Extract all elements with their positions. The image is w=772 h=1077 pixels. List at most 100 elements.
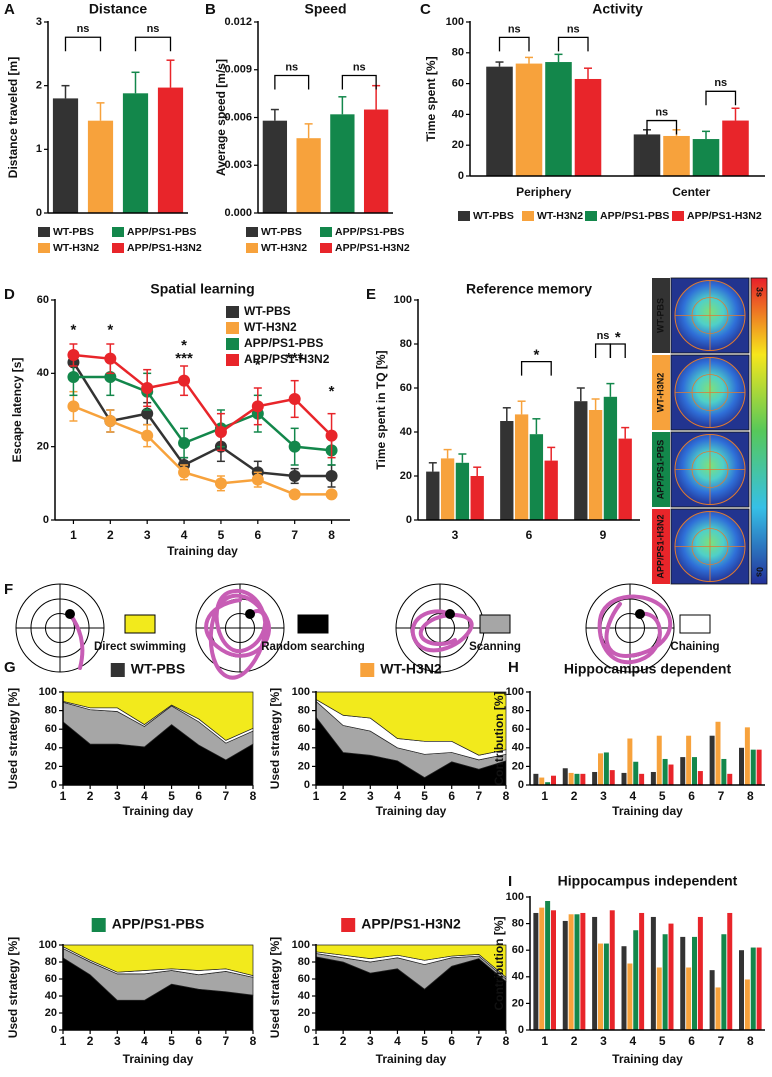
bar <box>633 134 661 176</box>
y-axis-label: Used strategy [%] <box>268 688 282 789</box>
x-tick-label: 3 <box>114 789 121 803</box>
x-tick-label: 2 <box>107 528 114 542</box>
legend-swatch <box>112 227 124 237</box>
bar <box>662 934 668 1030</box>
swim-path <box>204 588 271 680</box>
y-tick-label: 20 <box>400 470 412 482</box>
y-tick-label: 2 <box>36 80 42 92</box>
bar <box>697 916 703 1030</box>
legend-swatch <box>226 354 239 366</box>
point <box>251 473 264 486</box>
legend-label: WT-H3N2 <box>261 242 307 254</box>
x-tick-label: 1 <box>541 1034 548 1048</box>
bar <box>574 401 588 520</box>
heatmap-scale-min: 0s <box>755 567 765 577</box>
point <box>141 382 154 394</box>
x-tick-label: 5 <box>218 528 225 542</box>
bar <box>709 735 715 785</box>
bar <box>756 947 762 1030</box>
annotation: * <box>181 337 187 354</box>
y-tick-label: 100 <box>292 686 310 698</box>
bar <box>529 434 544 520</box>
heatmap-label: APP/PS1-H3N2 <box>655 514 665 578</box>
strategy-label: Direct swimming <box>94 641 186 653</box>
bar <box>533 912 539 1030</box>
legend-swatch <box>246 227 258 237</box>
y-tick-label: 20 <box>452 139 464 151</box>
point <box>141 429 154 442</box>
bar <box>545 782 551 785</box>
x-tick-label: 3 <box>367 1034 374 1048</box>
legend-label: APP/PS1-PBS <box>244 336 323 350</box>
bar <box>330 114 355 213</box>
heatmap-label-bg <box>652 509 670 584</box>
chart-title: Hippocampus independent <box>558 873 738 889</box>
series-line <box>72 361 332 478</box>
heatmap-label-bg <box>652 278 670 353</box>
x-tick-label: 3 <box>114 1034 121 1048</box>
x-tick-label: 5 <box>659 1034 666 1048</box>
x-tick-label: 7 <box>223 789 230 803</box>
y-tick-label: 40 <box>452 108 464 120</box>
bar <box>618 438 632 520</box>
bar <box>592 771 598 785</box>
x-tick-label: 9 <box>600 528 607 542</box>
annotation: * <box>615 329 621 346</box>
strategy-swatch <box>479 614 511 634</box>
y-tick-label: 100 <box>446 16 464 28</box>
bar <box>603 943 609 1030</box>
y-tick-label: 20 <box>298 760 310 772</box>
x-tick-label: 4 <box>141 1034 148 1048</box>
x-tick-label: 6 <box>688 1034 695 1048</box>
bar <box>627 963 633 1030</box>
heatmap-label-bg <box>652 432 670 507</box>
x-tick-label: 1 <box>541 789 548 803</box>
y-tick-label: 0 <box>304 779 310 791</box>
x-tick-label: 7 <box>718 1034 725 1048</box>
title-swatch <box>110 663 125 677</box>
strategy-swatch <box>124 614 156 634</box>
x-tick-label: 6 <box>688 789 695 803</box>
y-tick-label: 20 <box>37 441 49 453</box>
y-tick-label: 80 <box>45 956 57 968</box>
bar <box>87 120 114 213</box>
bar <box>662 758 668 785</box>
y-tick-label: 0 <box>304 1024 310 1036</box>
legend-swatch <box>320 243 332 253</box>
x-tick-label: Center <box>672 185 710 199</box>
y-tick-label: 0.012 <box>224 16 252 28</box>
bar <box>533 773 539 785</box>
point <box>178 374 191 387</box>
bar <box>697 771 703 785</box>
annotation: ns <box>714 77 727 89</box>
y-axis-label: Used strategy [%] <box>6 688 20 789</box>
x-tick-label: 8 <box>747 1034 754 1048</box>
panel-label: D <box>4 286 15 303</box>
point <box>104 415 117 427</box>
legend-label: WT-H3N2 <box>244 320 297 334</box>
chart-title: APP/PS1-PBS <box>112 916 205 932</box>
chart-title: Activity <box>592 1 643 17</box>
legend-swatch <box>585 211 597 221</box>
x-tick-label: 2 <box>340 1034 347 1048</box>
series-line <box>73 375 332 452</box>
bar <box>592 916 598 1030</box>
x-axis-label: Training day <box>123 1052 194 1066</box>
y-tick-label: 0 <box>51 779 57 791</box>
y-tick-label: 0 <box>518 1024 524 1036</box>
x-tick-label: 4 <box>394 1034 401 1048</box>
bracket <box>705 90 737 106</box>
legend-label: APP/PS1-H3N2 <box>127 242 202 254</box>
platform <box>65 609 75 619</box>
y-tick-label: 60 <box>45 973 57 985</box>
bar <box>627 738 633 785</box>
bar <box>539 777 545 785</box>
bar <box>551 910 556 1030</box>
chart-title: APP/PS1-H3N2 <box>361 916 461 932</box>
x-axis-label: Training day <box>612 1052 683 1066</box>
bar <box>580 773 586 785</box>
y-tick-label: 0 <box>406 514 412 526</box>
y-axis-label: Time spent in TQ [%] <box>374 350 388 469</box>
y-tick-label: 0 <box>518 779 524 791</box>
bar <box>715 987 721 1030</box>
